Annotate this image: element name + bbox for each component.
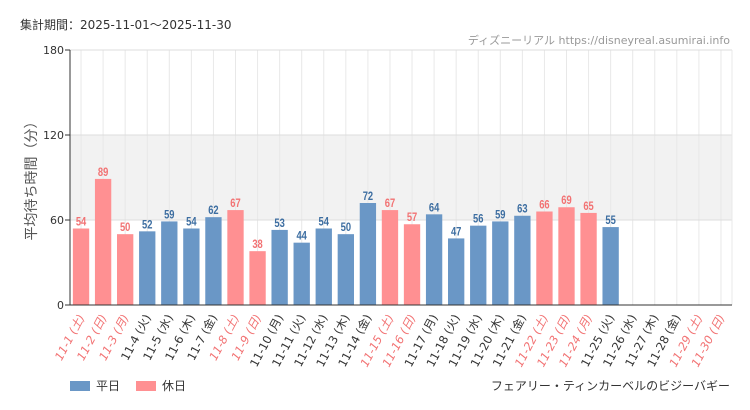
data-label: 59 (495, 208, 505, 221)
y-tick-label: 60 (50, 214, 64, 227)
bar (470, 225, 487, 305)
period-label: 集計期間：2025-11-01～2025-11-30 (20, 18, 232, 32)
data-label: 62 (208, 204, 218, 217)
bar (94, 178, 112, 305)
bar-layer (72, 178, 619, 305)
bar (249, 251, 266, 305)
data-label: 50 (341, 221, 351, 234)
bar (514, 215, 531, 305)
bar (448, 238, 465, 305)
bar (271, 229, 288, 305)
bar (602, 227, 619, 305)
data-label: 44 (296, 230, 306, 243)
data-label: 65 (583, 200, 593, 213)
bar (161, 221, 178, 305)
bar (558, 207, 575, 305)
data-label: 72 (363, 190, 373, 203)
bar (315, 228, 332, 305)
grid-layer (70, 49, 733, 306)
site-credit: ディズニーリアル https://disneyreal.asumirai.inf… (467, 34, 730, 47)
bar (359, 203, 377, 305)
data-label: 59 (164, 208, 174, 221)
data-label: 47 (451, 225, 461, 238)
data-label: 69 (561, 194, 571, 207)
shaded-band (70, 135, 732, 220)
label-layer: 54 89 50 52 59 54 62 67 38 53 44 54 50 72 67 57 64 47 56 59… (76, 166, 616, 252)
bar (580, 212, 597, 305)
bar (536, 211, 553, 305)
data-label: 38 (252, 238, 262, 251)
data-label: 55 (605, 214, 615, 227)
data-label: 63 (517, 203, 527, 216)
attraction-name: フェアリー・ティンカーベルのビジーバギー (490, 379, 730, 393)
legend: 平日 休日 (70, 377, 186, 394)
y-tick-label: 180 (43, 44, 64, 57)
bar (293, 242, 310, 305)
data-label: 50 (120, 221, 130, 234)
data-label: 64 (429, 201, 439, 214)
legend-item-weekday[interactable]: 平日 (70, 377, 120, 394)
legend-swatch-holiday (136, 380, 157, 391)
bar (337, 234, 354, 305)
y-tick-label: 0 (57, 299, 64, 312)
bar (381, 210, 399, 305)
bar (425, 214, 443, 305)
data-label: 53 (274, 217, 284, 230)
data-label: 52 (142, 218, 152, 231)
legend-label-weekday: 平日 (96, 379, 121, 393)
bar (183, 228, 200, 305)
bar (205, 217, 222, 305)
data-label: 67 (230, 197, 240, 210)
bar (139, 231, 156, 305)
bar (403, 224, 421, 305)
data-label: 57 (407, 211, 417, 224)
data-label: 66 (539, 198, 549, 211)
bar (117, 234, 134, 305)
legend-label-holiday: 休日 (162, 379, 187, 393)
data-label: 67 (385, 197, 395, 210)
bar (492, 221, 509, 305)
data-label: 54 (76, 215, 86, 228)
bar (72, 228, 90, 305)
legend-swatch-weekday (70, 380, 90, 391)
data-label: 89 (98, 166, 108, 179)
bar (227, 210, 244, 305)
legend-item-holiday[interactable]: 休日 (136, 377, 186, 394)
y-axis-title: 平均待ち時間（分） (24, 115, 40, 241)
data-label: 54 (186, 215, 196, 228)
data-label: 54 (319, 215, 329, 228)
y-tick-label: 120 (43, 129, 64, 142)
data-label: 56 (473, 213, 483, 226)
